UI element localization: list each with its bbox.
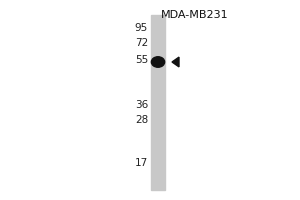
- Text: 17: 17: [135, 158, 148, 168]
- Polygon shape: [172, 57, 179, 67]
- Text: 55: 55: [135, 55, 148, 65]
- Text: 72: 72: [135, 38, 148, 48]
- Text: 95: 95: [135, 23, 148, 33]
- Text: 28: 28: [135, 115, 148, 125]
- Ellipse shape: [152, 57, 165, 67]
- Bar: [151, 15, 165, 190]
- Text: MDA-MB231: MDA-MB231: [161, 10, 229, 20]
- Text: 36: 36: [135, 100, 148, 110]
